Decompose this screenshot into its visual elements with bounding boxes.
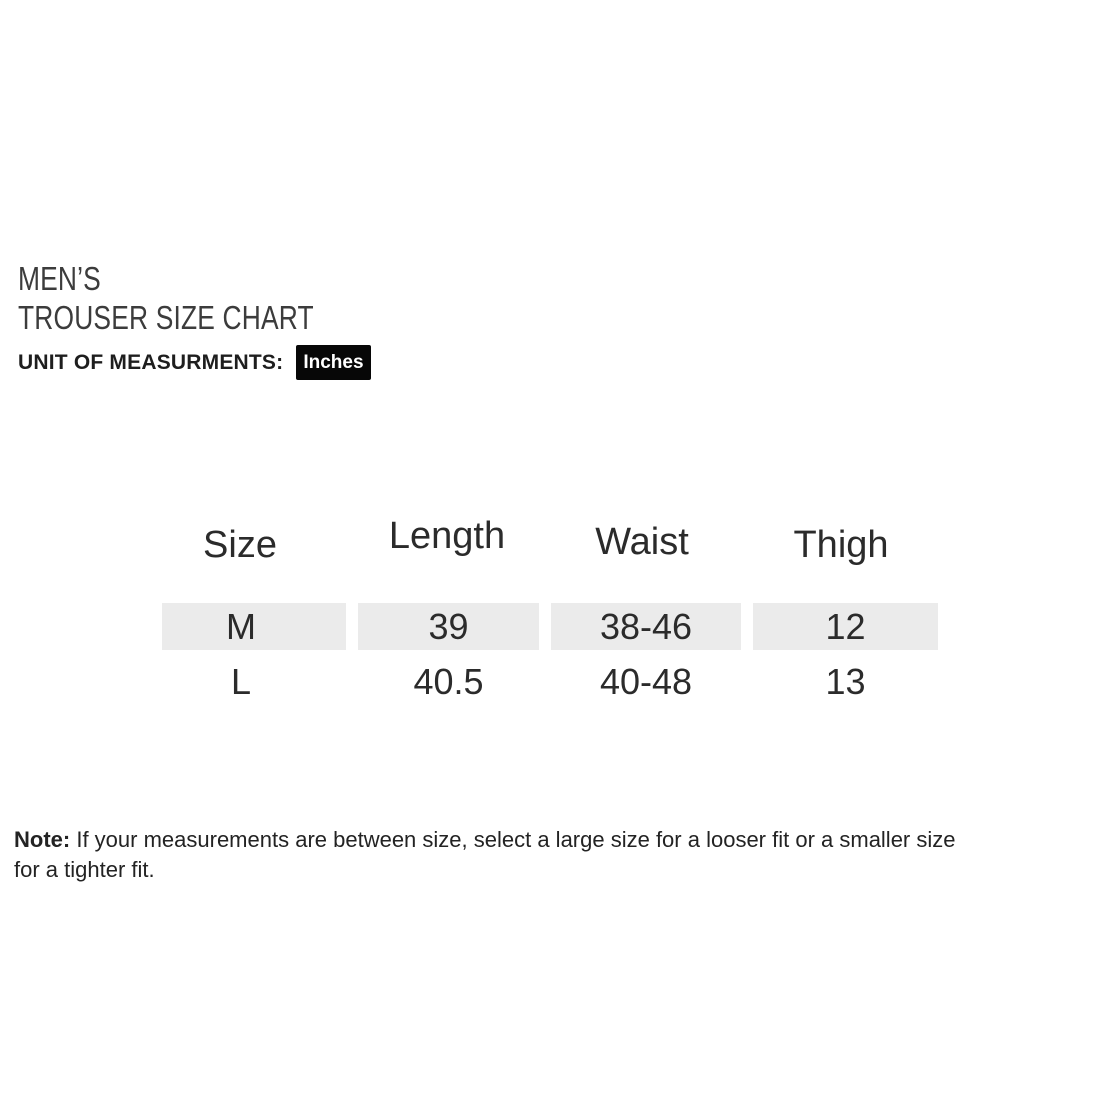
title-line-trouser-size-chart: TROUSER SIZE CHART [18, 299, 314, 336]
cell-l-length: 40.5 [413, 660, 484, 702]
column-header-thigh: Thigh [793, 524, 889, 566]
cell-l-size: L [230, 660, 252, 702]
unit-inches-badge[interactable]: Inches [296, 345, 371, 380]
fit-note-line1: If your measurements are between size, s… [76, 827, 956, 852]
page-title: MEN’S TROUSER SIZE CHART [18, 259, 314, 337]
column-header-length: Length [388, 515, 506, 557]
cell-l-waist: 40-48 [599, 660, 693, 702]
cell-m-size: M [162, 603, 346, 650]
column-header-waist: Waist [595, 521, 689, 563]
unit-of-measurement-row: UNIT OF MEASURMENTS: Inches [18, 345, 371, 380]
fit-note: Note: If your measurements are between s… [14, 825, 1094, 885]
cell-m-length: 39 [358, 603, 539, 650]
column-header-size: Size [203, 524, 277, 566]
cell-m-thigh: 12 [753, 603, 938, 650]
fit-note-label: Note: [14, 827, 71, 852]
title-line-mens: MEN’S [18, 260, 101, 297]
fit-note-line2: for a tighter fit. [14, 857, 155, 882]
size-table: M 39 38-46 12 L 40.5 40-48 13 [162, 603, 938, 705]
unit-of-measurement-label: UNIT OF MEASURMENTS: [18, 350, 284, 374]
cell-m-waist: 38-46 [551, 603, 741, 650]
cell-l-thigh: 13 [825, 660, 866, 702]
